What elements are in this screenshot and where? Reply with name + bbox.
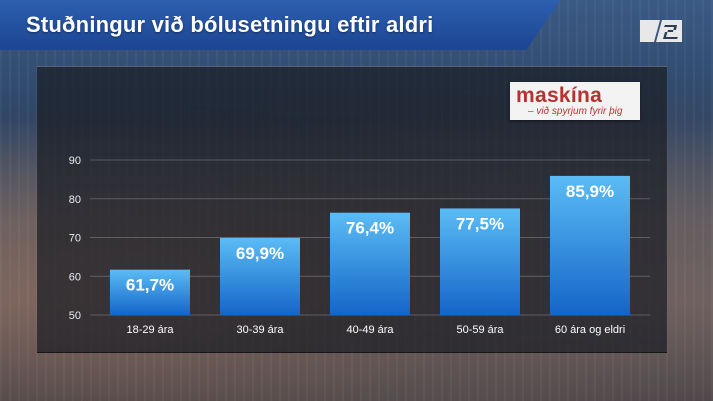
- bar: [440, 208, 520, 315]
- title-bar: [0, 0, 560, 50]
- bar: [220, 237, 300, 315]
- bar-value-label: 61,7%: [126, 276, 174, 295]
- chart-title: Stuðningur við bólusetningu eftir aldri: [26, 12, 434, 37]
- x-tick-label: 30-39 ára: [236, 324, 284, 336]
- y-tick-label: 60: [69, 271, 81, 283]
- bar-value-label: 85,9%: [566, 182, 614, 201]
- y-tick-label: 50: [69, 310, 81, 322]
- x-tick-label: 50-59 ára: [456, 324, 504, 336]
- stod2-logo-icon: [640, 20, 682, 42]
- bar: [110, 269, 190, 315]
- bar: [550, 175, 630, 315]
- maskina-logo: maskína – við spyrjum fyrir þig: [510, 82, 640, 120]
- brand-tagline: – við spyrjum fyrir þig: [528, 106, 623, 117]
- y-tick-label: 70: [69, 233, 81, 245]
- bar-value-label: 76,4%: [346, 219, 394, 238]
- bar-value-label: 77,5%: [456, 214, 504, 233]
- bar-value-label: 69,9%: [236, 244, 284, 263]
- y-tick-label: 80: [69, 194, 81, 206]
- brand-name: maskína: [516, 84, 603, 107]
- x-tick-label: 40-49 ára: [346, 324, 394, 336]
- x-tick-label: 18-29 ára: [126, 324, 174, 336]
- x-tick-label: 60 ára og eldri: [555, 324, 625, 336]
- bar: [330, 212, 410, 315]
- y-tick-label: 90: [69, 155, 81, 167]
